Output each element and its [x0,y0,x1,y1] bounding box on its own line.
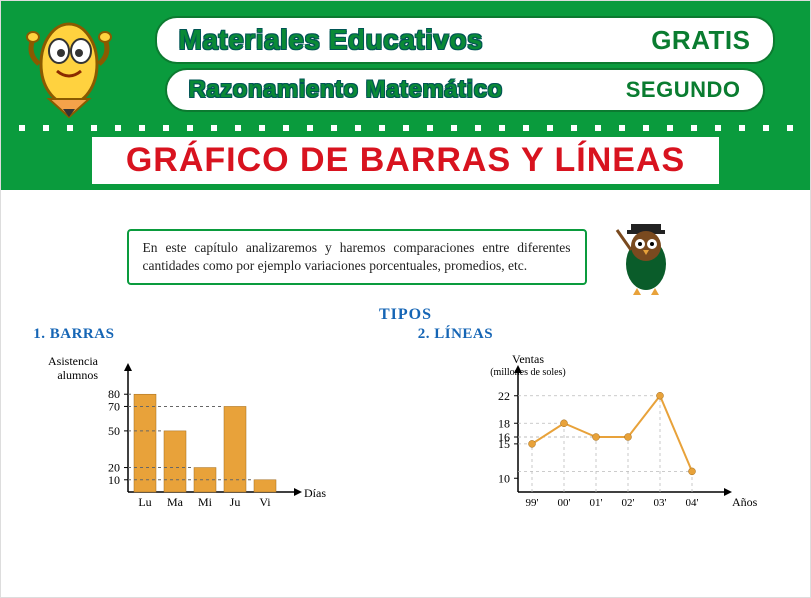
svg-text:80: 80 [108,387,120,401]
svg-text:01': 01' [589,497,602,509]
banner-sub: Razonamiento Matemático SEGUNDO [165,68,765,112]
svg-text:Ma: Ma [167,495,184,509]
svg-text:Vi: Vi [260,495,272,509]
svg-text:16: 16 [498,430,510,444]
svg-text:Años: Años [732,495,758,509]
svg-text:20: 20 [108,461,120,475]
svg-text:10: 10 [108,473,120,487]
svg-text:50: 50 [108,424,120,438]
svg-text:04': 04' [685,497,698,509]
tipos-label: TIPOS [1,306,810,324]
svg-text:10: 10 [498,471,510,485]
svg-text:Días: Días [304,486,326,500]
svg-text:alumnos: alumnos [58,368,99,382]
svg-text:70: 70 [108,399,120,413]
charts-row: 1. BARRAS Asistenciaalumnos1020507080LuM… [1,326,810,512]
svg-text:Asistencia: Asistencia [48,354,99,368]
svg-text:Ju: Ju [230,495,241,509]
header-band: Materiales Educativos GRATIS Razonamient… [1,1,810,125]
intro-wrap: En este capítulo analizaremos y haremos … [1,218,810,296]
header-text: Materiales Educativos GRATIS Razonamient… [129,16,800,112]
svg-text:(millones de soles): (millones de soles) [490,367,566,378]
intro-text: En este capítulo analizaremos y haremos … [127,229,587,285]
bar-chart-heading: 1. BARRAS [33,326,393,343]
pencil-cartoon-icon [19,9,129,119]
banner-main-right: GRATIS [651,25,750,56]
line-chart: Ventas(millones de soles)101516182299'00… [418,347,778,512]
svg-text:Ventas: Ventas [512,352,544,366]
svg-text:03': 03' [653,497,666,509]
svg-text:18: 18 [498,416,510,430]
line-chart-col: 2. LÍNEAS Ventas(millones de soles)10151… [418,326,778,512]
bar-chart: Asistenciaalumnos 1020 50 7080 Lu Ma Mi Ju Vi Día… [33,347,393,512]
line-chart-heading: 2. LÍNEAS [418,326,778,343]
banner-main: Materiales Educativos GRATIS [155,16,775,64]
page-title: GRÁFICO DE BARRAS Y LÍNEAS [92,137,719,184]
banner-sub-left: Razonamiento Matemático [189,76,503,104]
svg-text:02': 02' [621,497,634,509]
svg-text:22: 22 [498,389,510,403]
svg-text:00': 00' [557,497,570,509]
banner-sub-right: SEGUNDO [626,77,741,103]
title-row: GRÁFICO DE BARRAS Y LÍNEAS [1,131,810,190]
owl-teacher-icon [607,218,685,296]
banner-main-left: Materiales Educativos [179,24,484,56]
svg-text:Mi: Mi [198,495,213,509]
bar-chart-col: 1. BARRAS Asistenciaalumnos 1020 50 7080 Lu M… [33,326,393,512]
svg-text:Lu: Lu [139,495,152,509]
svg-text:99': 99' [525,497,538,509]
